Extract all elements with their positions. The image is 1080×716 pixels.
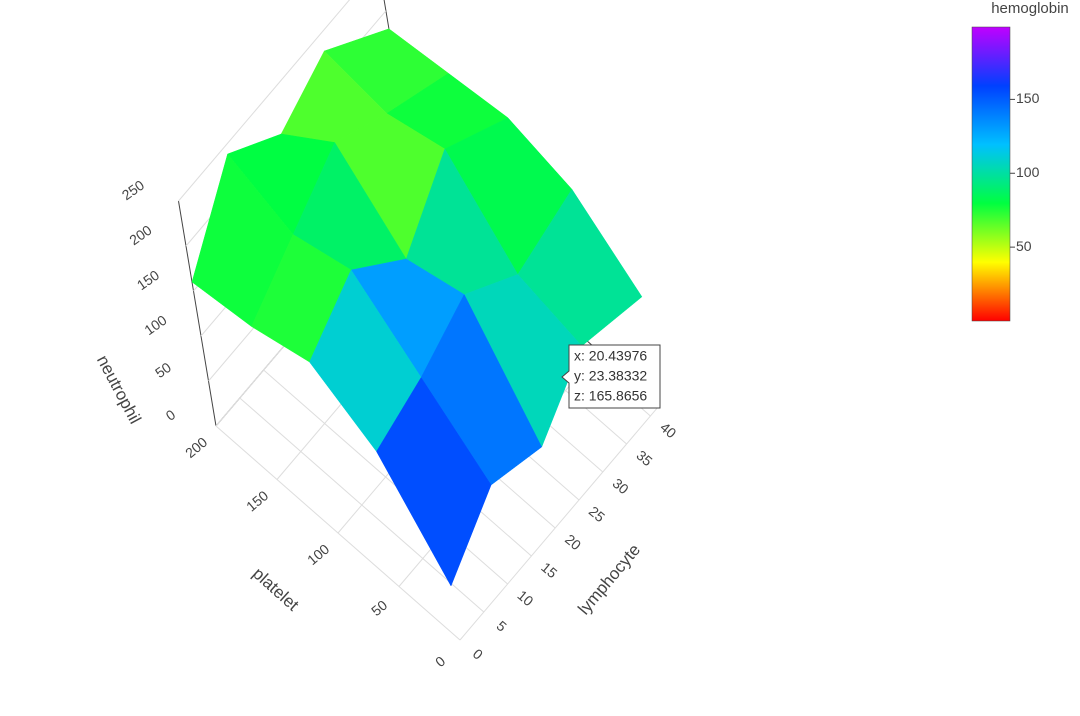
y-tick-label: 50 [368, 597, 390, 619]
y-tick-label: 150 [243, 487, 271, 514]
tooltip-line: x: 20.43976 [574, 348, 647, 364]
z-tick-label: 0 [163, 406, 179, 424]
tooltip-line: y: 23.38332 [574, 368, 647, 384]
x-tick-label: 30 [610, 475, 632, 497]
y-axis-title: platelet [249, 564, 303, 615]
y-tick-label: 200 [182, 434, 210, 461]
tooltip-line: z: 165.8656 [574, 388, 647, 404]
x-axis-title: lymphocyte [574, 540, 644, 618]
z-tick-label: 150 [134, 267, 162, 294]
colorbar-title: hemoglobin [991, 0, 1069, 17]
z-axis-title: neutrophil [93, 352, 145, 427]
tooltip-box [561, 344, 661, 409]
colorbar-tick-label: 100 [1016, 164, 1040, 180]
x-tick-label: 25 [586, 503, 608, 525]
y-tick-label: 100 [304, 541, 332, 568]
z-tick-label: 200 [126, 222, 154, 249]
tooltip: x: 20.43976 y: 23.38332 z: 165.8656 [561, 344, 661, 409]
x-tick-label: 40 [657, 419, 679, 441]
z-tick-label: 250 [119, 177, 147, 204]
colorbar-tick-label: 50 [1016, 238, 1032, 254]
z-tick-label: 50 [152, 359, 174, 381]
x-tick-label: 5 [494, 617, 510, 634]
x-tick-label: 20 [562, 531, 584, 553]
x-tick-label: 15 [538, 559, 560, 581]
x-tick-label: 0 [470, 645, 486, 662]
surface-cell [376, 377, 492, 587]
y-tick-label: 0 [432, 653, 448, 670]
grid-line [459, 404, 661, 641]
axis-line [178, 200, 217, 427]
surface [191, 28, 643, 587]
x-tick-label: 10 [514, 587, 536, 609]
grid-line [178, 0, 351, 202]
z-tick-label: 100 [141, 312, 169, 339]
colorbar-tick-label: 150 [1016, 90, 1040, 106]
x-tick-label: 35 [633, 447, 655, 469]
colorbar [971, 26, 1011, 322]
